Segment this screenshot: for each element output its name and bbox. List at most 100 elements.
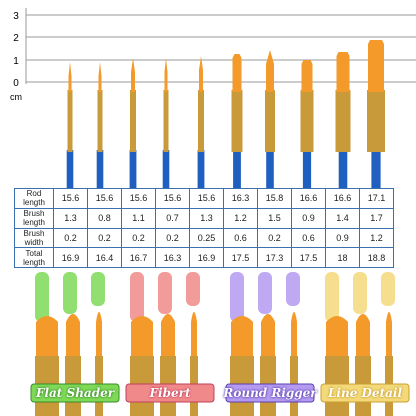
spec-table: Rod length 15.6 15.6 15.6 15.6 15.6 16.3 15.8 16… <box>14 188 394 268</box>
handle <box>338 150 348 188</box>
cell: 16.3 <box>223 188 258 209</box>
brush-tip <box>96 312 102 360</box>
brush-type-label: Round Rigger <box>223 386 317 400</box>
bristles <box>199 56 203 92</box>
cell: 16.4 <box>87 247 122 268</box>
cell: 0.7 <box>155 207 190 229</box>
handle <box>66 150 74 188</box>
ruler-label: 2 <box>13 33 19 44</box>
paint-stroke <box>286 272 300 306</box>
cell: 1.2 <box>359 227 394 249</box>
handle <box>197 150 205 188</box>
bristles <box>131 58 135 92</box>
bristles <box>68 62 72 92</box>
cell: 1.3 <box>53 207 88 229</box>
brush-tip <box>326 316 348 360</box>
row-header: Brush length <box>14 207 54 229</box>
cell: 0.6 <box>223 227 258 249</box>
ruler-label: 0 <box>13 78 19 89</box>
bristles <box>368 40 384 92</box>
bristles <box>164 58 168 92</box>
cell: 0.9 <box>325 227 360 249</box>
cell: 0.2 <box>87 227 122 249</box>
brush-tip <box>231 316 253 360</box>
label-banner <box>125 383 215 403</box>
paint-stroke <box>158 272 172 314</box>
cell: 0.8 <box>87 207 122 229</box>
bristles <box>336 52 350 92</box>
paint-stroke <box>353 272 367 314</box>
cell: 16.6 <box>291 188 326 209</box>
ferrule <box>335 90 351 152</box>
cell: 1.5 <box>257 207 292 229</box>
cell: 15.6 <box>87 188 122 209</box>
cell: 1.4 <box>325 207 360 229</box>
brush-tip <box>291 312 297 360</box>
paint-stroke <box>63 272 77 314</box>
row-header: Rod length <box>14 188 54 209</box>
brush-tip <box>131 316 153 360</box>
brush-tip <box>161 314 175 360</box>
cell: 16.6 <box>325 188 360 209</box>
cell: 17.1 <box>359 188 394 209</box>
cell: 17.5 <box>223 247 258 268</box>
cell: 0.6 <box>291 227 326 249</box>
cell: 15.6 <box>189 188 224 209</box>
cell: 16.3 <box>155 247 190 268</box>
cell: 1.2 <box>223 207 258 229</box>
row-header: Total length <box>14 247 54 268</box>
cell: 17.3 <box>257 247 292 268</box>
brush-tip <box>66 314 80 360</box>
cell: 0.2 <box>155 227 190 249</box>
handle <box>266 150 274 188</box>
cell: 15.6 <box>155 188 190 209</box>
ruler-label: 3 <box>13 11 19 22</box>
paint-stroke <box>91 272 105 306</box>
handle <box>162 150 170 188</box>
brush-tip <box>191 312 197 360</box>
handle <box>371 150 381 188</box>
brush-tip <box>36 316 58 360</box>
paint-stroke <box>381 272 395 306</box>
cell: 16.7 <box>121 247 156 268</box>
table-row: Brush width 0.2 0.2 0.2 0.2 0.25 0.6 0.2 0.6 0.9 1… <box>14 227 394 249</box>
paint-stroke <box>130 272 144 322</box>
cell: 0.2 <box>121 227 156 249</box>
paint-stroke <box>325 272 339 322</box>
brush-type-label: Line Detail <box>327 386 403 400</box>
ferrule <box>67 90 73 152</box>
handle <box>129 150 137 188</box>
ferrule <box>130 90 136 152</box>
cell: 0.25 <box>189 227 224 249</box>
ferrule <box>367 90 385 152</box>
table-row: Rod length 15.6 15.6 15.6 15.6 15.6 16.3 15.8 16… <box>14 188 394 209</box>
cell: 15.8 <box>257 188 292 209</box>
paint-stroke <box>186 272 200 306</box>
brush-tip <box>386 312 392 360</box>
paint-stroke <box>35 272 49 322</box>
brush-type-label: Flat Shader <box>35 386 115 400</box>
cell: 17.5 <box>291 247 326 268</box>
handle <box>96 150 104 188</box>
bristles <box>266 50 274 92</box>
handle <box>302 150 312 188</box>
label-banner <box>320 383 410 403</box>
brush-tip <box>356 314 370 360</box>
cell: 0.2 <box>53 227 88 249</box>
row-header: Brush width <box>14 227 54 249</box>
cell: 16.9 <box>189 247 224 268</box>
ferrule <box>231 90 243 152</box>
brush-type-label: Fibert <box>149 386 191 400</box>
table-row: Total length 16.9 16.4 16.7 16.3 16.9 17.5 17.3… <box>14 247 394 268</box>
label-banner <box>30 383 120 403</box>
ferrule <box>97 90 103 152</box>
ferrule <box>198 90 204 152</box>
cell: 0.2 <box>257 227 292 249</box>
ferrule <box>163 90 169 152</box>
handle <box>233 150 241 188</box>
cell: 0.9 <box>291 207 326 229</box>
cell: 15.6 <box>53 188 88 209</box>
cell: 15.6 <box>121 188 156 209</box>
